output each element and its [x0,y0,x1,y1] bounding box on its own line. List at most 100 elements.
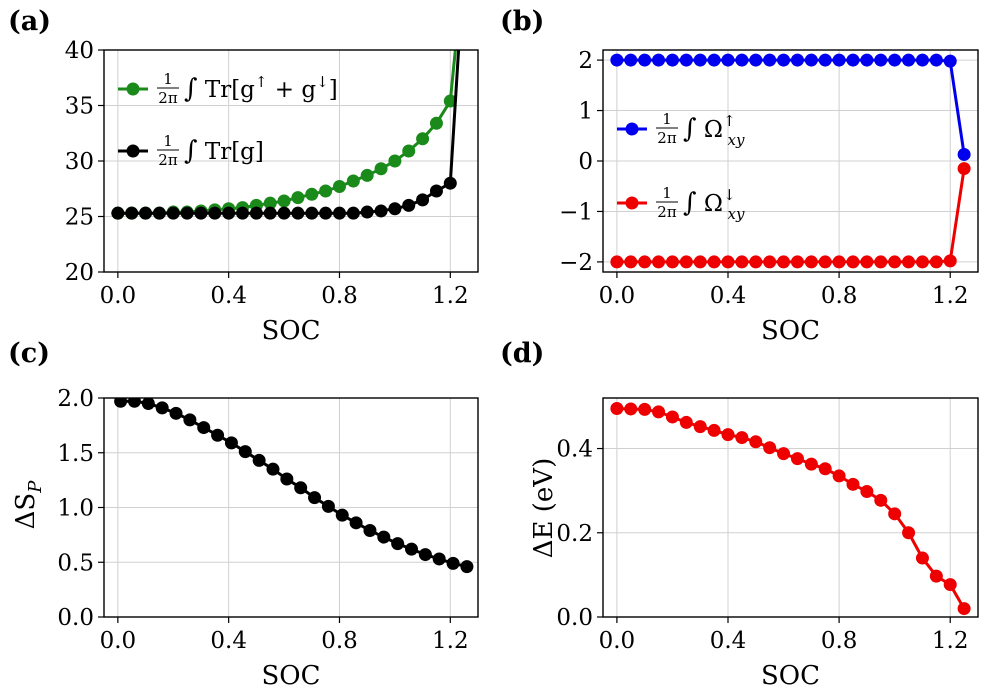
data-point [222,206,236,220]
data-point [194,206,208,220]
data-point [652,405,666,419]
data-point [224,436,238,450]
data-point [305,187,319,201]
data-point [832,53,846,67]
legend-space [697,117,704,143]
data-point [665,410,679,424]
data-point [443,94,457,108]
data-point [749,255,763,269]
data-point [443,176,457,190]
data-point [139,206,153,220]
legend-marker [126,82,140,96]
data-point [402,144,416,158]
data-point [429,184,443,198]
x-tick-label: 1.2 [432,283,469,309]
data-point [180,206,194,220]
legend-marker [126,144,140,158]
data-point [943,254,957,268]
legend-fraction-numerator: 1 [662,110,672,128]
data-point [735,53,749,67]
data-point [446,556,460,570]
legend-superscript: ↑ [255,73,268,91]
data-point [346,206,360,220]
data-point [236,206,250,220]
data-point [679,255,693,269]
data-point [388,202,402,216]
data-point [321,499,335,513]
legend-text: ∫ Ω↑ xy [683,112,745,149]
data-point [915,551,929,565]
legend: 12π ∫ Tr[g↑ + g↓]12π ∫ Tr[g] [118,70,338,169]
data-point [679,53,693,67]
data-point [166,206,180,220]
x-tick-label: 0.8 [321,283,358,309]
data-point [763,255,777,269]
data-point [127,398,141,408]
y-tick-label: 0.2 [556,521,593,547]
data-point [360,205,374,219]
data-point [888,53,902,67]
data-point [818,53,832,67]
data-point [874,53,888,67]
legend-entry: 12π ∫ Tr[g↑ + g↓] [118,70,338,107]
legend-space [697,191,704,217]
data-point [652,255,666,269]
x-tick-label: 0.4 [210,628,247,654]
data-point [294,481,308,495]
legend-fraction-denominator: 2π [657,203,677,221]
data-point [929,255,943,269]
y-axis-label-main: ΔE (eV) [529,458,559,558]
data-point [432,552,446,566]
data-point [818,462,832,476]
series-line [616,407,966,610]
legend-fraction-denominator: 2π [158,151,178,169]
data-point [790,53,804,67]
data-point [874,493,888,507]
legend-integral: ∫ [683,188,697,218]
data-point [610,53,624,67]
y-tick-label: 0.0 [57,605,94,631]
data-point [693,53,707,67]
data-point [319,206,333,220]
data-point [860,255,874,269]
data-point [707,53,721,67]
plot-frame [103,49,479,273]
data-point [902,526,916,540]
plot-frame [602,397,979,618]
legend-body: Ω [704,191,723,217]
data-point [915,255,929,269]
data-point [915,53,929,67]
data-point [902,255,916,269]
legend-subscript: xy [728,205,745,223]
data-point [777,447,791,461]
data-point [319,184,333,198]
data-point [211,428,225,442]
data-point [874,255,888,269]
data-point [277,206,291,220]
legend-fraction-denominator: 2π [657,129,677,147]
y-axis-label-sub: P [25,480,46,494]
y-tick-label: −1 [559,199,593,225]
data-point [418,548,432,562]
panel-label: (d) [500,338,544,369]
data-point [943,54,957,68]
legend-fraction-numerator: 1 [662,184,672,202]
data-point [374,204,388,218]
legend-fraction-numerator: 1 [163,70,173,88]
data-point [652,53,666,67]
legend-body-close: ] [329,77,338,103]
data-point [929,53,943,67]
series-1 [610,162,971,269]
data-point [665,53,679,67]
data-point [957,602,971,616]
data-point [405,542,419,556]
data-point [818,255,832,269]
y-tick-label: 0.5 [57,550,94,576]
plot-frame [602,49,979,273]
series-line [120,399,468,569]
legend-text: ∫ Ω↓ xy [683,186,745,223]
data-point [735,255,749,269]
legend-integral: ∫ [184,136,198,166]
data-point [735,431,749,445]
x-tick-label: 1.2 [932,628,969,654]
